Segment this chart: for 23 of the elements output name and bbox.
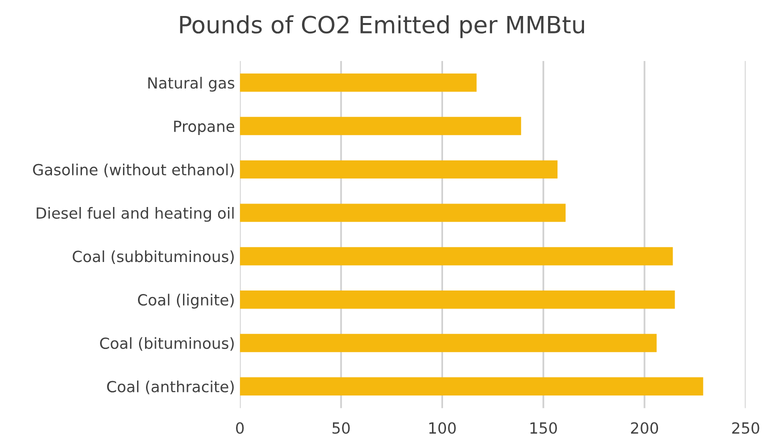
bar bbox=[240, 377, 704, 396]
bar bbox=[240, 74, 477, 92]
bar bbox=[240, 116, 522, 136]
bar bbox=[240, 204, 566, 222]
x-tick-label: 200 bbox=[631, 422, 658, 434]
y-tick-label: Coal (subbituminous) bbox=[72, 250, 234, 264]
y-tick-label: Coal (lignite) bbox=[138, 294, 234, 309]
chart-title: Pounds of CO2 Emitted per MMBtu bbox=[180, 15, 584, 38]
y-tick-label: Propane bbox=[174, 120, 234, 136]
y-tick-label: Diesel fuel and heating oil bbox=[36, 207, 234, 222]
x-tick-label: 100 bbox=[429, 422, 456, 434]
bar bbox=[240, 290, 675, 309]
bar bbox=[240, 160, 558, 179]
y-tick-label: Coal (anthracite) bbox=[107, 380, 234, 394]
x-tick-label: 250 bbox=[732, 422, 760, 434]
bar bbox=[240, 334, 657, 352]
y-tick-label: Gasoline (without ethanol) bbox=[33, 164, 234, 178]
x-tick-label: 50 bbox=[332, 422, 350, 434]
x-tick-label: 0 bbox=[236, 422, 244, 434]
y-tick-label: Natural gas bbox=[148, 76, 234, 92]
bar bbox=[240, 247, 673, 266]
x-tick-label: 150 bbox=[530, 422, 557, 434]
y-tick-label: Coal (bituminous) bbox=[100, 337, 234, 351]
